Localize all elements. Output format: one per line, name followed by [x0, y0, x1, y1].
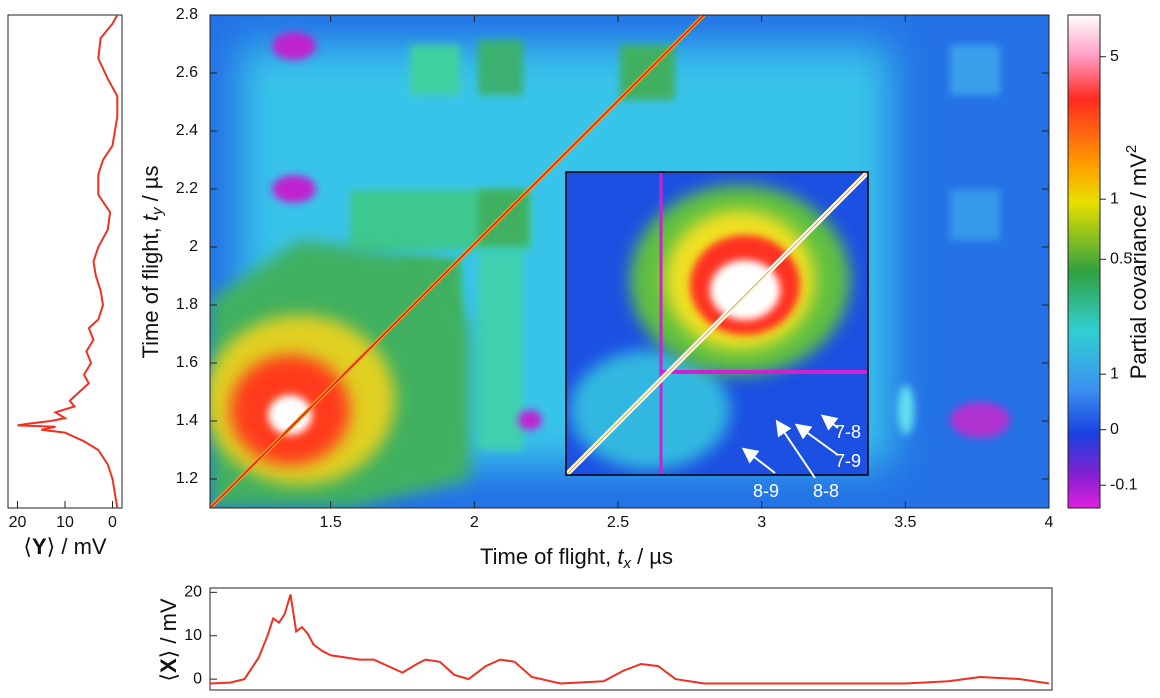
x-axis-title: Time of flight, tx / µs: [480, 544, 673, 572]
x-profile-title: ⟨X⟩ / mV: [156, 598, 181, 682]
main-frame: [209, 14, 1050, 509]
y-tick-label: 2.2: [176, 180, 198, 197]
y-tick-label: 10: [184, 627, 202, 644]
annotation: 8-8: [813, 481, 839, 501]
x-tick-label: 2: [470, 514, 479, 531]
colorbar-tick-label: 0: [1110, 421, 1119, 438]
x-tick-label: 4: [1045, 514, 1054, 531]
profile-line: [17, 14, 119, 509]
profile-line: [209, 594, 1050, 685]
x-tick-label: 10: [56, 514, 74, 531]
y-tick-label: 1.4: [176, 412, 198, 429]
y-tick-label: 2.6: [176, 64, 198, 81]
colorbar-tick-label: 0.5: [1110, 251, 1132, 268]
annotation: 8-9: [753, 481, 779, 501]
y-tick-label: 20: [184, 584, 202, 601]
annotation: 7-9: [835, 451, 861, 471]
x-tick-label: 1.5: [320, 514, 342, 531]
arrows: [741, 414, 839, 479]
inset-frame: [565, 171, 869, 476]
y-tick-label: 0: [193, 670, 202, 687]
y-tick-label: 1.2: [176, 470, 198, 487]
y-tick-label: 1.8: [176, 296, 198, 313]
y-tick-label: 2: [189, 238, 198, 255]
x-tick-label: 2.5: [607, 514, 629, 531]
x-tick-label: 3: [757, 514, 766, 531]
y-axis-title: Time of flight, ty / µs: [138, 166, 166, 359]
y-tick-label: 2.8: [176, 6, 198, 23]
colorbar-tick-label: -0.1: [1110, 476, 1138, 493]
colorbar: [1067, 14, 1101, 509]
y-tick-label: 2.4: [176, 122, 198, 139]
x-tick-label: 0: [108, 514, 117, 531]
x-tick-label: 20: [9, 514, 27, 531]
annotation: 7-8: [835, 422, 861, 442]
x-tick-label: 3.5: [894, 514, 916, 531]
y-tick-label: 1.6: [176, 354, 198, 371]
colorbar-tick-label: 5: [1110, 48, 1119, 65]
inset: [566, 172, 868, 475]
colorbar-tick-label: 1: [1110, 190, 1119, 207]
x-profile-frame: [209, 587, 1053, 691]
y-profile-title: ⟨Y⟩ / mV: [23, 534, 107, 559]
colorbar-tick-label: 1: [1110, 365, 1119, 382]
colorbar-title: Partial covariance / mV2: [1123, 145, 1151, 380]
y-profile-frame: [7, 14, 123, 509]
